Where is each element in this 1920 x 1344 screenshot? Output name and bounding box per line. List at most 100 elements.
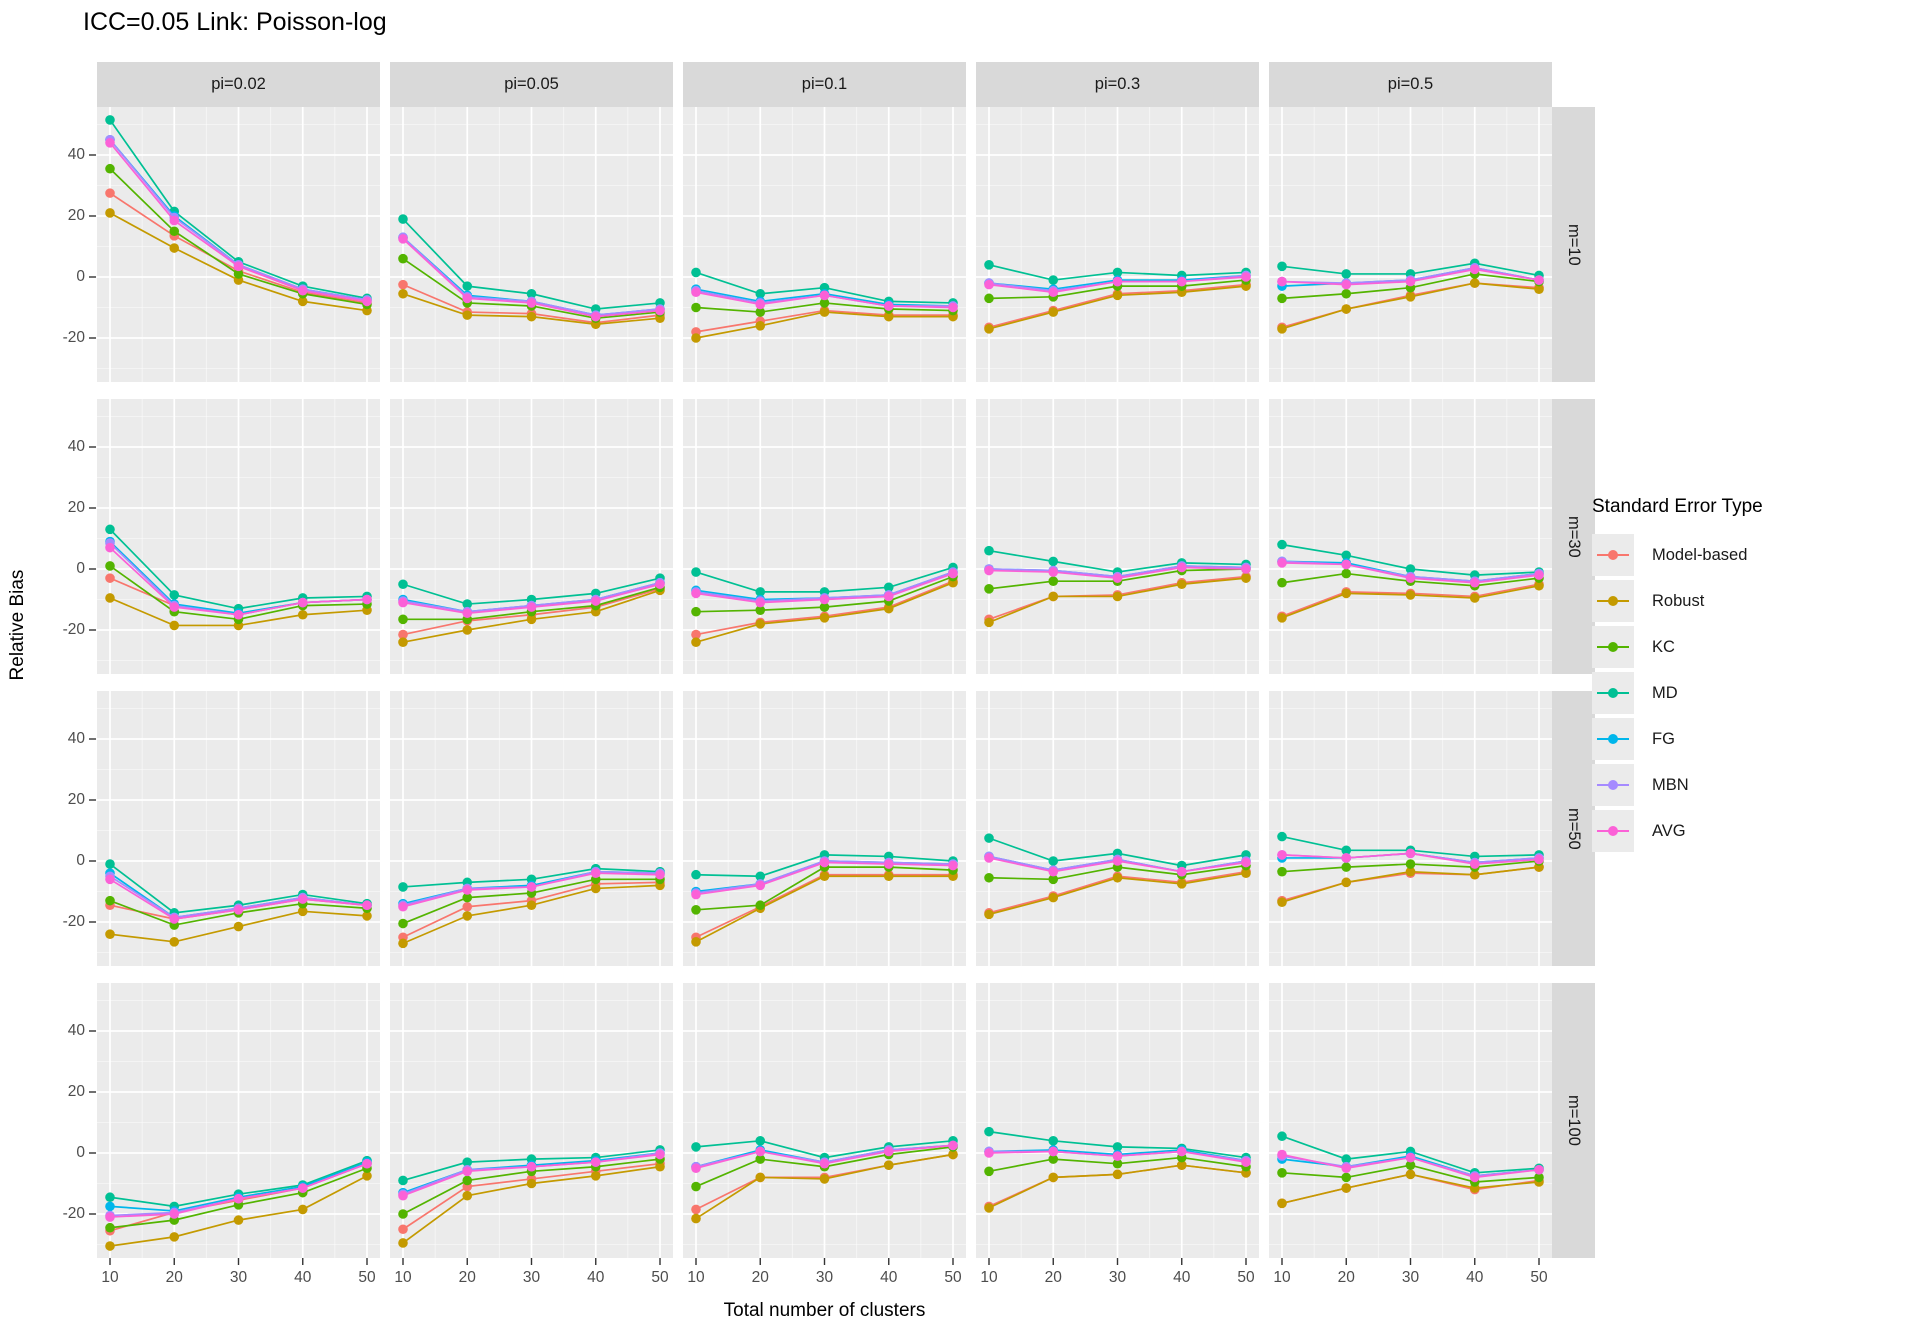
data-point-Robust [655, 1161, 665, 1172]
data-point-Robust [362, 911, 372, 921]
x-tick-label: 10 [687, 1269, 705, 1286]
data-point-Robust [984, 1203, 994, 1213]
data-point-MD [691, 267, 701, 278]
data-point-MD [883, 582, 894, 593]
legend-item: AVG [1592, 810, 1912, 852]
data-point-AVG [655, 579, 665, 590]
x-tick-label: 30 [522, 1269, 541, 1286]
data-point-AVG [1176, 866, 1187, 877]
facet-row-label: m=30 [1565, 515, 1583, 558]
legend-item: Robust [1592, 580, 1912, 622]
data-point-KC [984, 584, 994, 594]
data-point-KC [105, 1222, 115, 1233]
data-point-AVG [691, 287, 701, 298]
data-point-KC [1341, 862, 1352, 872]
data-point-AVG [1405, 1152, 1416, 1163]
data-point-KC [1341, 1172, 1352, 1183]
data-point-MD [755, 871, 766, 882]
data-point-KC [1048, 576, 1059, 586]
y-tick-label: -20 [62, 329, 85, 346]
data-point-Robust [233, 921, 244, 932]
data-point-Robust [1341, 588, 1352, 599]
data-point-MD [984, 260, 994, 270]
data-point-KC [105, 163, 115, 174]
data-point-Model-based [398, 1224, 408, 1235]
data-point-MD [1048, 556, 1059, 567]
legend-label: AVG [1652, 821, 1686, 840]
x-tick-label: 40 [587, 1269, 605, 1286]
data-point-Robust [398, 938, 408, 949]
legend-key-icon [1592, 810, 1634, 852]
data-point-Robust [984, 617, 994, 628]
data-point-KC [398, 1209, 408, 1219]
data-point-Robust [691, 333, 701, 343]
x-tick-label: 50 [358, 1269, 376, 1286]
data-point-KC [1048, 874, 1059, 885]
facet-col-strip: pi=0.02 [97, 62, 380, 107]
y-tick-label: -20 [62, 621, 85, 638]
legend-title: Standard Error Type [1592, 496, 1763, 517]
data-point-AVG [1469, 1172, 1480, 1183]
x-tick-label: 20 [1044, 1269, 1062, 1286]
x-tick-label: 10 [394, 1269, 412, 1286]
data-point-Model-based [105, 573, 115, 583]
data-point-MD [398, 579, 408, 590]
x-tick-label: 20 [1337, 1269, 1355, 1286]
x-axis-title: Total number of clusters [723, 1300, 926, 1321]
data-point-KC [1405, 859, 1416, 869]
data-point-KC [755, 1154, 766, 1164]
data-point-AVG [105, 1212, 115, 1222]
x-tick-label: 20 [751, 1269, 769, 1286]
data-point-AVG [1241, 272, 1251, 282]
data-point-MD [1277, 1131, 1287, 1142]
data-point-Robust [169, 937, 180, 947]
data-point-AVG [169, 215, 180, 226]
legend-items: Model-based Robust KC MD FG MBN AVG [1592, 534, 1912, 852]
data-point-AVG [984, 853, 994, 863]
legend-key-icon [1592, 672, 1634, 714]
legend-item: KC [1592, 626, 1912, 668]
legend-key-glyph [1597, 596, 1629, 606]
data-point-MD [526, 288, 537, 299]
data-point-MD [1277, 539, 1287, 550]
y-tick-label: -20 [62, 913, 85, 930]
data-point-Robust [590, 1171, 601, 1181]
data-point-AVG [691, 1163, 701, 1174]
legend-key-icon [1592, 626, 1634, 668]
data-point-AVG [1112, 1151, 1123, 1161]
data-point-Robust [462, 911, 473, 921]
data-point-MD [755, 587, 766, 597]
data-point-MD [755, 288, 766, 299]
data-point-AVG [233, 261, 244, 272]
legend-key-glyph [1597, 826, 1629, 836]
data-point-Robust [1048, 892, 1059, 903]
legend-label: Robust [1652, 591, 1705, 610]
x-tick-label: 50 [651, 1269, 669, 1286]
data-point-KC [755, 605, 766, 615]
data-point-AVG [1112, 856, 1123, 866]
data-point-Robust [297, 906, 308, 917]
data-point-AVG [169, 602, 180, 612]
data-point-MD [1048, 275, 1059, 285]
facet-row-label: m=50 [1565, 807, 1583, 850]
data-point-AVG [169, 1209, 180, 1219]
y-tick-label: -20 [62, 1205, 85, 1222]
data-point-MD [984, 545, 994, 556]
data-point-AVG [819, 290, 830, 301]
data-point-AVG [984, 279, 994, 290]
legend-key-icon [1592, 580, 1634, 622]
data-point-Robust [984, 909, 994, 920]
data-point-Robust [1112, 1169, 1123, 1180]
facet-row-strip: m=100 [1552, 983, 1595, 1258]
y-tick-label: 40 [67, 730, 85, 747]
data-point-Robust [1405, 590, 1416, 600]
data-point-KC [691, 606, 701, 617]
x-tick-label: 50 [944, 1269, 962, 1286]
data-point-AVG [691, 889, 701, 900]
legend-key-icon [1592, 764, 1634, 806]
data-point-AVG [1534, 854, 1544, 865]
data-point-AVG [590, 311, 601, 322]
chart-title: ICC=0.05 Link: Poisson-log [83, 8, 387, 36]
data-point-AVG [105, 138, 115, 148]
facet-row-strip: m=30 [1552, 399, 1595, 674]
